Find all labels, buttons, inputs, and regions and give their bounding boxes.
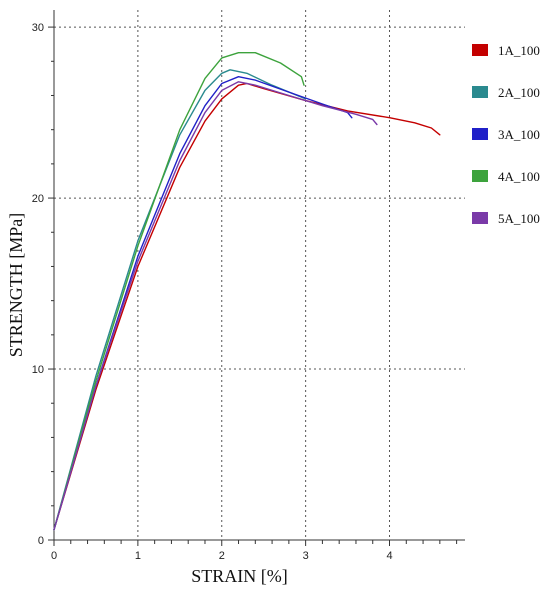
series-line-2a-100: [53, 69, 307, 531]
legend-label: 5A_100: [498, 211, 540, 226]
y-tick-label: 0: [38, 535, 44, 547]
x-axis-title: STRAIN [%]: [191, 566, 288, 586]
series-line-3a-100: [53, 76, 353, 531]
series-line-1a-100: [53, 82, 441, 531]
y-tick-label: 20: [32, 193, 44, 205]
x-tick-label: 4: [386, 550, 392, 562]
x-tick-label: 0: [51, 550, 57, 562]
y-axis-title: STRENGTH [MPa]: [6, 213, 26, 358]
series-lines: [53, 52, 441, 531]
x-tick-label: 1: [135, 550, 141, 562]
legend-swatch: [472, 212, 488, 224]
legend-label: 1A_100: [498, 43, 540, 58]
series-line-4a-100: [53, 52, 305, 531]
legend-label: 4A_100: [498, 169, 540, 184]
legend-swatch: [472, 44, 488, 56]
legend-swatch: [472, 86, 488, 98]
legend-label: 3A_100: [498, 127, 540, 142]
x-tick-label: 2: [219, 550, 225, 562]
legend-swatch: [472, 170, 488, 182]
y-tick-label: 10: [32, 364, 44, 376]
y-tick-label: 30: [32, 22, 44, 34]
x-tick-label: 3: [303, 550, 309, 562]
legend-label: 2A_100: [498, 85, 540, 100]
legend: 1A_100 2A_100 3A_100 4A_100 5A_100: [472, 43, 540, 226]
legend-swatch: [472, 128, 488, 140]
axes: 0 1 2 3 4 0 10 20 30: [32, 10, 465, 562]
grid: [54, 10, 465, 540]
series-line-5a-100: [53, 81, 378, 531]
